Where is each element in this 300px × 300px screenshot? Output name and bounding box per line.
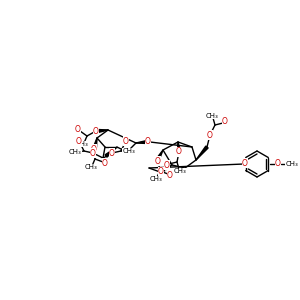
Polygon shape xyxy=(196,146,208,160)
Text: O: O xyxy=(109,148,115,158)
Polygon shape xyxy=(98,130,108,133)
Text: CH₃: CH₃ xyxy=(174,168,186,174)
Text: O: O xyxy=(145,137,151,146)
Text: CH₃: CH₃ xyxy=(286,161,298,167)
Text: O: O xyxy=(207,130,213,140)
Polygon shape xyxy=(178,142,181,152)
Text: O: O xyxy=(90,148,96,158)
Text: CH₃: CH₃ xyxy=(76,141,88,147)
Text: O: O xyxy=(76,136,82,146)
Text: O: O xyxy=(222,118,228,127)
Text: CH₃: CH₃ xyxy=(123,148,135,154)
Text: CH₃: CH₃ xyxy=(69,149,81,155)
Text: O: O xyxy=(176,148,182,157)
Polygon shape xyxy=(157,150,163,160)
Text: CH₃: CH₃ xyxy=(150,176,162,182)
Text: O: O xyxy=(164,160,170,169)
Text: O: O xyxy=(123,136,129,146)
Polygon shape xyxy=(94,138,97,147)
Text: O: O xyxy=(102,158,108,167)
Text: O: O xyxy=(91,145,97,154)
Text: O: O xyxy=(167,170,173,179)
Text: O: O xyxy=(242,158,248,167)
Text: O: O xyxy=(158,167,164,176)
Text: O: O xyxy=(75,124,81,134)
Text: O: O xyxy=(93,127,99,136)
Text: O: O xyxy=(155,157,161,166)
Polygon shape xyxy=(105,147,117,157)
Text: CH₃: CH₃ xyxy=(206,113,218,119)
Text: O: O xyxy=(275,158,281,167)
Text: CH₃: CH₃ xyxy=(85,164,98,170)
Polygon shape xyxy=(136,140,147,143)
